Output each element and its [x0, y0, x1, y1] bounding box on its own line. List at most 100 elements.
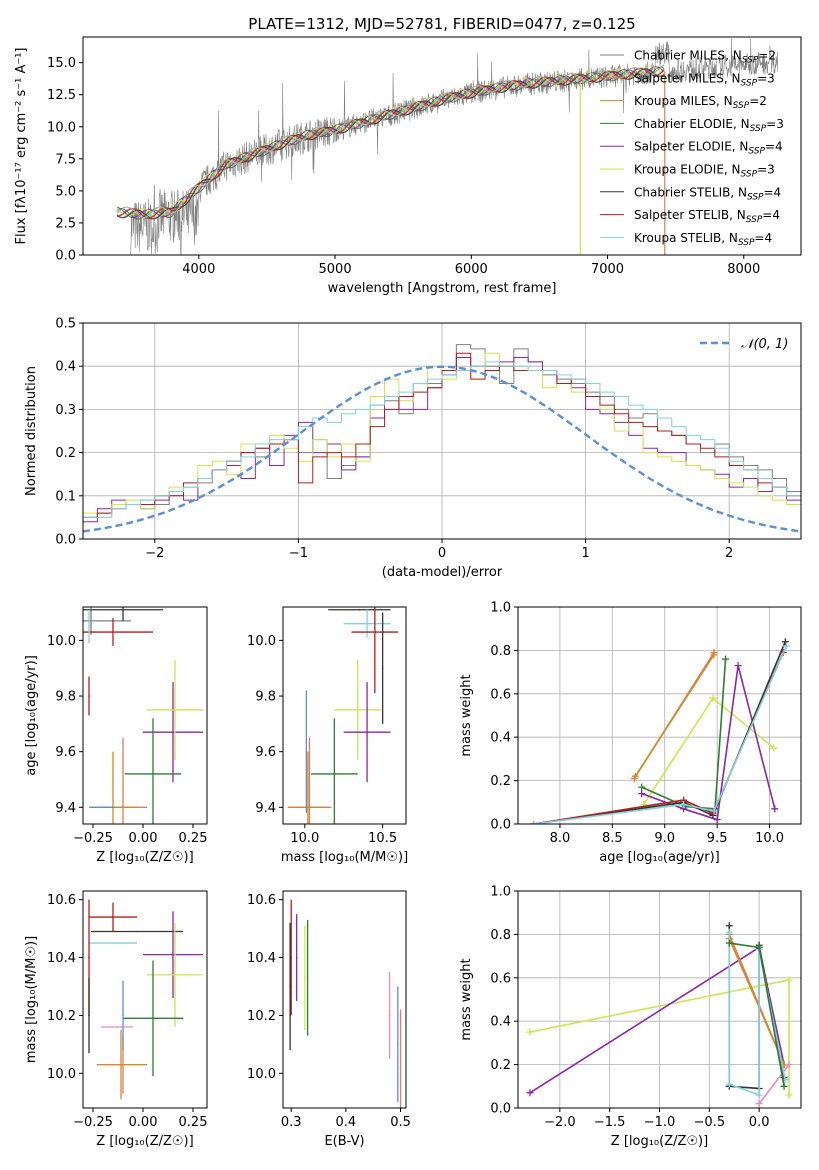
legend-label: Chabrier STELIB, NSSP=4 — [634, 185, 781, 202]
series-line — [533, 645, 788, 824]
y-tick-label: 0.0 — [490, 1102, 511, 1117]
data-point — [112, 942, 114, 944]
x-tick-label: −0.25 — [73, 1115, 113, 1130]
data-point — [374, 631, 376, 633]
legend: Chabrier MILES, NSSP=2 Salpeter MILES, NS… — [600, 49, 784, 248]
data-point — [399, 1066, 402, 1069]
legend-label: Salpeter MILES, NSSP=3 — [634, 71, 775, 88]
y-axis-label: mass [log₁₀(M/M☉)] — [24, 936, 39, 1063]
data-point — [366, 622, 368, 625]
panel-mass-vs-EBV: 0.3 0.4 0.5 10.0 10.2 10.4 10.6 E(B-V) — [247, 890, 411, 1149]
x-tick-label: 0.5 — [390, 1115, 411, 1130]
data-point — [88, 956, 90, 959]
x-tick-label: 4000 — [182, 262, 215, 277]
axes: 4000 5000 6000 7000 8000 0.0 2.5 5.0 7.5 10.0 12.5… — [14, 36, 802, 296]
x-tick-label: 0.00 — [129, 1115, 158, 1130]
x-axis-label: wavelength [Angstrom, rest frame] — [328, 281, 557, 296]
legend-entry: Chabrier ELODIE, NSSP=3 — [600, 117, 784, 134]
plus-marker — [771, 805, 779, 813]
y-tick-label: 0.4 — [490, 1015, 511, 1030]
y-tick-label: 5.0 — [55, 184, 76, 199]
x-tick-label: 8000 — [727, 262, 760, 277]
y-tick-label: 0.2 — [55, 446, 76, 461]
x-axis-label: Z [log₁₀(Z/Z☉)] — [611, 1134, 708, 1149]
y-tick-label: 1.0 — [490, 601, 511, 616]
x-tick-label: 7000 — [591, 262, 624, 277]
legend-entry: Chabrier STELIB, NSSP=4 — [600, 185, 781, 202]
x-axis-label: Z [log₁₀(Z/Z☉)] — [96, 1134, 193, 1149]
panel-age-vs-mass: 10.0 10.5 9.4 9.6 9.8 10.0 mass [log₁₀(M/M☉)] — [247, 606, 408, 865]
data-point — [366, 731, 368, 733]
plot-area — [116, 38, 778, 255]
plus-marker — [755, 1100, 763, 1108]
histogram-series — [83, 361, 801, 518]
panel-massweight-vs-age: 8.0 8.5 9.0 9.5 10.0 0.0 0.2 0.4 0.6 0.8 1.0 age [l… — [459, 601, 802, 865]
plot-area — [287, 607, 399, 824]
legend-label: Salpeter STELIB, NSSP=4 — [634, 208, 780, 225]
y-tick-label: 0.3 — [55, 403, 76, 418]
plus-marker — [785, 1091, 793, 1099]
y-tick-label: 0.6 — [490, 687, 511, 702]
y-tick-label: 9.8 — [255, 690, 276, 705]
data-point — [388, 1014, 391, 1017]
x-tick-label: 10.0 — [755, 831, 784, 846]
data-point — [88, 1014, 90, 1017]
x-axis-label: (data-model)/error — [382, 565, 503, 580]
panel-residuals: −2 −1 0 1 2 0.0 0.1 0.2 0.3 0.4 0.5 (data-model)/er… — [24, 317, 802, 580]
x-tick-label: 10.0 — [290, 831, 319, 846]
data-point — [152, 1017, 154, 1020]
legend-entry: Salpeter STELIB, NSSP=4 — [600, 208, 780, 225]
plot-area — [530, 638, 790, 824]
y-tick-label: 0.4 — [55, 360, 76, 375]
y-tick-label: 10.0 — [247, 1067, 276, 1082]
x-tick-label: 0.0 — [749, 1115, 770, 1130]
y-tick-label: 0.1 — [55, 489, 76, 504]
data-point — [152, 773, 154, 775]
y-tick-label: 10.6 — [247, 893, 276, 908]
plus-marker — [755, 943, 763, 951]
data-point — [307, 806, 309, 809]
legend: 𝒩(0, 1) — [700, 337, 788, 352]
y-axis-label: Normed distribution — [24, 366, 39, 496]
normal-curve — [83, 365, 801, 533]
plus-marker — [710, 807, 718, 815]
x-tick-label: 6000 — [455, 262, 488, 277]
axes: 8.0 8.5 9.0 9.5 10.0 0.0 0.2 0.4 0.6 0.8 1.0 age [l… — [459, 601, 802, 865]
axes-frame — [517, 606, 802, 825]
y-axis-label: age [log₁₀(age/yr)] — [24, 655, 39, 776]
legend-entry: Chabrier MILES, NSSP=2 — [600, 49, 776, 66]
data-point — [116, 1026, 118, 1028]
y-tick-label: 10.4 — [247, 951, 276, 966]
grid — [518, 890, 801, 1109]
y-axis-label: mass weight — [459, 674, 474, 756]
y-tick-label: 9.6 — [255, 745, 276, 760]
x-axis-label: E(B-V) — [324, 1134, 364, 1149]
plot-area — [526, 922, 793, 1108]
y-tick-label: 15.0 — [47, 56, 76, 71]
y-tick-label: 9.4 — [255, 801, 276, 816]
plus-marker — [725, 1080, 733, 1088]
y-tick-label: 9.6 — [55, 745, 76, 760]
data-point — [306, 977, 309, 979]
legend-entry: Salpeter MILES, NSSP=3 — [600, 71, 775, 88]
x-tick-label: 0.00 — [129, 831, 158, 846]
plus-marker — [734, 662, 742, 670]
x-tick-label: 5000 — [319, 262, 352, 277]
axes: −0.25 0.00 0.25 10.0 10.2 10.4 10.6 Z [log₁₀(Z/… — [24, 890, 208, 1149]
series-line — [728, 938, 785, 1065]
data-point — [333, 773, 336, 775]
x-tick-label: −0.25 — [73, 831, 113, 846]
data-point — [88, 695, 90, 697]
x-tick-label: 0.4 — [336, 1115, 357, 1130]
plus-marker — [782, 642, 790, 650]
axes: −0.25 0.00 0.25 9.4 9.6 9.8 10.0 Z [log₁₀(Z/Z☉)… — [24, 606, 208, 865]
plus-marker — [709, 694, 717, 702]
plus-marker — [755, 1091, 763, 1099]
data-point — [172, 953, 174, 956]
x-axis-label: mass [log₁₀(M/M☉)] — [281, 850, 408, 865]
plus-marker — [725, 928, 733, 936]
x-tick-label: −0.5 — [694, 1115, 726, 1130]
legend-label: 𝒩(0, 1) — [741, 337, 788, 352]
x-tick-label: 0 — [438, 546, 446, 561]
